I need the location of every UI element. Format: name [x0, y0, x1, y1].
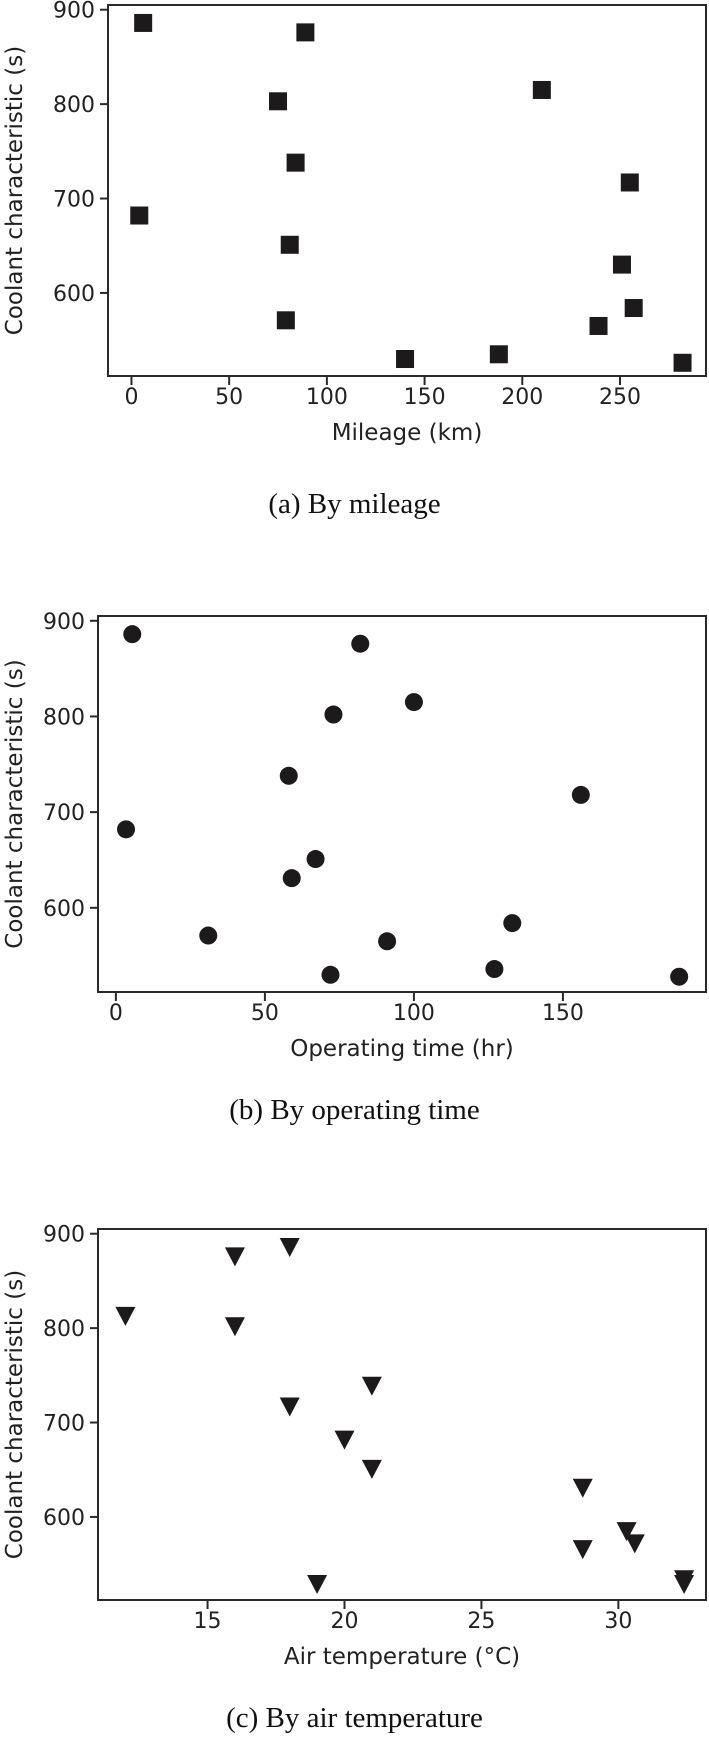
triangle-down-marker	[279, 1397, 300, 1417]
x-tick-label: 50	[215, 385, 243, 410]
circle-marker	[404, 693, 423, 712]
circle-marker	[282, 869, 301, 888]
x-tick-label: 25	[467, 1609, 495, 1634]
square-marker	[130, 206, 149, 225]
scatter-chart-air-temperature: 600 700 800 900 15 20 25 30 Air temperature (°C)…	[2, 1223, 707, 1670]
x-axis-label: Operating time (hr)	[290, 1036, 514, 1062]
x-tick-label: 100	[306, 385, 348, 410]
square-marker	[134, 13, 153, 32]
x-tick-label: 0	[124, 385, 138, 410]
circle-marker	[378, 932, 397, 951]
caption-mileage: (a) By mileage	[268, 488, 441, 520]
scatter-chart-operating-time: 600 700 800 900 0 50 100 150 Operating time (hr)…	[2, 610, 707, 1062]
circle-marker	[123, 625, 142, 644]
y-tick-label: 700	[43, 801, 85, 826]
x-tick-label: 30	[604, 1609, 632, 1634]
y-tick-label: 900	[43, 1223, 85, 1248]
caption-air-temperature: (c) By air temperature	[226, 1702, 483, 1734]
x-tick-label: 200	[501, 385, 543, 410]
y-tick-label: 900	[53, 0, 95, 24]
square-marker	[489, 345, 508, 364]
x-tick-label: 0	[109, 1001, 123, 1026]
plot-area	[107, 4, 707, 377]
circle-marker	[199, 926, 218, 945]
square-marker	[276, 311, 295, 330]
triangle-down-marker	[224, 1247, 245, 1267]
circle-marker	[503, 914, 522, 933]
square-marker	[589, 316, 608, 335]
triangle-down-marker	[361, 1376, 382, 1396]
y-tick-label: 600	[43, 1506, 85, 1531]
y-tick-label: 800	[43, 1317, 85, 1342]
chart-panel-air-temperature: 600 700 800 900 15 20 25 30 Air temperature (°C)…	[0, 1210, 709, 1752]
circle-marker	[306, 850, 325, 869]
circle-marker	[279, 766, 298, 785]
square-marker	[612, 255, 631, 274]
triangle-down-marker	[572, 1478, 593, 1498]
circle-marker	[485, 960, 504, 979]
square-marker	[280, 235, 299, 254]
y-tick-label: 600	[53, 282, 95, 307]
square-marker	[532, 80, 551, 99]
circle-marker	[117, 820, 136, 839]
circle-marker	[571, 785, 590, 804]
triangle-down-marker	[572, 1540, 593, 1560]
y-axis-label: Coolant characteristic (s)	[2, 46, 28, 335]
plot-area	[97, 1228, 707, 1601]
circle-marker	[351, 634, 370, 653]
x-tick-label: 20	[330, 1609, 358, 1634]
triangle-down-marker	[224, 1317, 245, 1337]
triangle-down-marker	[279, 1237, 300, 1257]
x-tick-label: 15	[194, 1609, 222, 1634]
x-tick-label: 150	[404, 385, 446, 410]
x-tick-label: 150	[542, 1001, 584, 1026]
circle-marker	[321, 965, 340, 984]
chart-panel-operating-time: 600 700 800 900 0 50 100 150 Operating time (hr)…	[0, 600, 709, 1160]
triangle-down-marker	[616, 1522, 637, 1542]
triangle-down-marker	[674, 1575, 695, 1595]
plot-area	[97, 615, 707, 993]
square-marker	[620, 173, 639, 192]
x-axis-label: Mileage (km)	[332, 420, 483, 446]
square-marker	[296, 23, 315, 42]
caption-operating-time: (b) By operating time	[229, 1094, 480, 1126]
square-marker	[624, 299, 643, 318]
circle-marker	[670, 967, 689, 986]
square-marker	[396, 350, 415, 369]
circle-marker	[324, 705, 343, 724]
triangle-down-marker	[115, 1306, 136, 1326]
x-tick-label: 50	[251, 1001, 279, 1026]
y-tick-label: 600	[43, 897, 85, 922]
y-axis-label: Coolant characteristic (s)	[2, 1270, 28, 1559]
y-tick-label: 900	[43, 610, 85, 635]
scatter-chart-mileage: 600 700 800 900 0 50 100 150 200 250 Mileage (km) C…	[2, 0, 707, 446]
triangle-down-marker	[307, 1575, 328, 1595]
x-axis-label: Air temperature (°C)	[284, 1644, 520, 1670]
x-tick-label: 250	[599, 385, 641, 410]
y-tick-label: 800	[43, 705, 85, 730]
triangle-down-marker	[361, 1459, 382, 1479]
y-tick-label: 700	[53, 188, 95, 213]
y-axis-label: Coolant characteristic (s)	[2, 659, 28, 948]
y-tick-label: 800	[53, 93, 95, 118]
triangle-down-marker	[624, 1534, 645, 1554]
triangle-down-marker	[334, 1430, 355, 1450]
square-marker	[286, 153, 305, 172]
square-marker	[269, 92, 288, 111]
chart-panel-mileage: 600 700 800 900 0 50 100 150 200 250 Mileage (km) C…	[0, 0, 709, 560]
square-marker	[673, 353, 692, 372]
y-tick-label: 700	[43, 1412, 85, 1437]
x-tick-label: 100	[393, 1001, 435, 1026]
